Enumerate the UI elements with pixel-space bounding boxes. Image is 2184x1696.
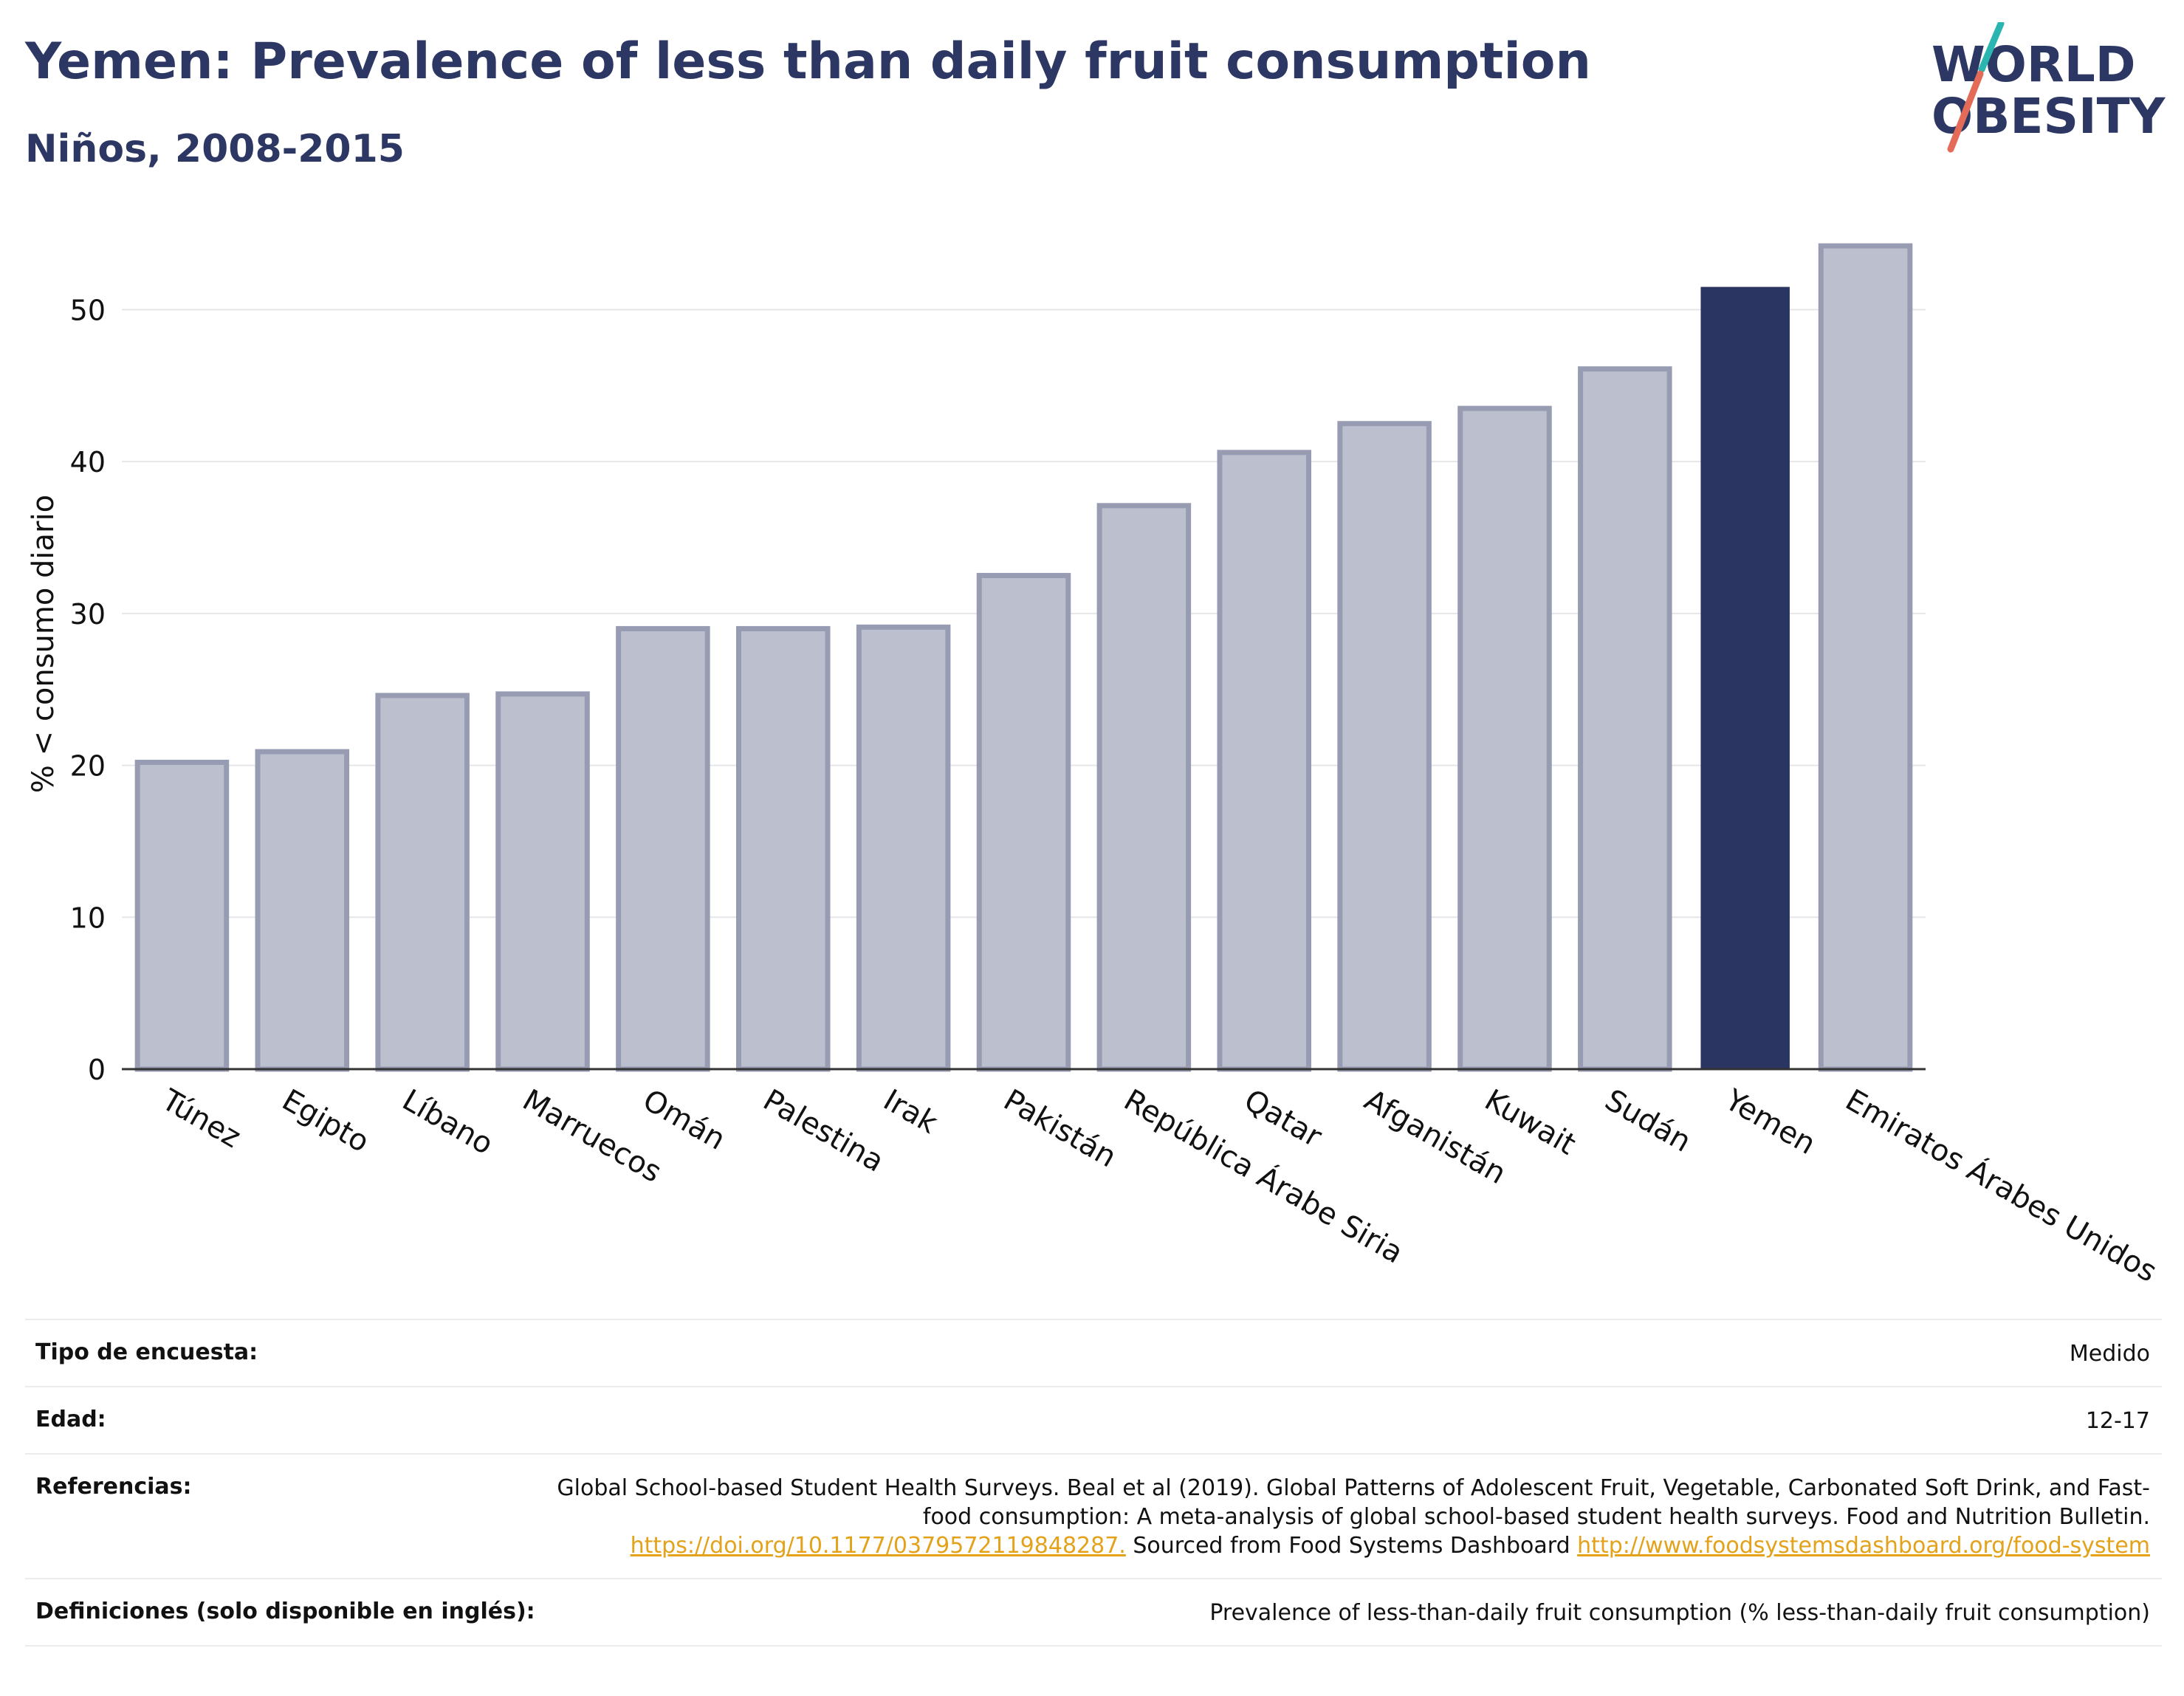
bar-república-árabe-siria	[1096, 503, 1192, 1072]
definitions-value: Prevalence of less-than-daily fruit cons…	[1209, 1600, 2150, 1626]
survey-type-label: Tipo de encuesta:	[35, 1339, 258, 1365]
x-tick-label: Egipto	[276, 1083, 374, 1160]
y-tick-label: 30	[70, 598, 106, 631]
x-tick-label: Yemen	[1719, 1082, 1821, 1161]
y-tick-label: 0	[88, 1054, 106, 1086]
bar-irak	[856, 624, 951, 1072]
bar-marruecos	[495, 691, 590, 1072]
chart-title: Yemen: Prevalence of less than daily fru…	[25, 32, 1591, 91]
logo-slash-coral	[1947, 70, 1984, 153]
y-tick-label: 50	[70, 294, 106, 326]
bar-emiratos-árabes-unidos	[1818, 243, 1913, 1072]
chart-subtitle: Niños, 2008-2015	[25, 127, 405, 171]
y-tick-label: 10	[70, 902, 106, 934]
bar-líbano	[375, 693, 470, 1072]
food-systems-link[interactable]: http://www.foodsystemsdashboard.org/food…	[1577, 1533, 2150, 1559]
x-tick-label: Túnez	[156, 1082, 247, 1155]
info-table: Tipo de encuesta: Medido Edad: 12-17 Ref…	[25, 1319, 2162, 1647]
logo-slash-teal	[1978, 22, 2005, 73]
x-tick-label: Omán	[637, 1083, 731, 1157]
bars	[134, 243, 1913, 1072]
info-row-definitions: Definiciones (solo disponible en inglés)…	[25, 1578, 2162, 1647]
y-tick-label: 20	[70, 750, 106, 783]
references-mid: Sourced from Food Systems Dashboard	[1125, 1533, 1578, 1559]
info-row-references: Referencias: Global School-based Student…	[25, 1453, 2162, 1578]
bar-afganistán	[1337, 421, 1432, 1072]
info-row-survey-type: Tipo de encuesta: Medido	[25, 1319, 2162, 1386]
bar-pakistán	[976, 572, 1071, 1072]
bar-egipto	[255, 749, 350, 1072]
references-value: Global School-based Student Health Surve…	[526, 1474, 2150, 1560]
y-tick-label: 40	[70, 446, 106, 478]
bar-omán	[616, 625, 710, 1072]
x-tick-label: Pakistán	[998, 1083, 1122, 1175]
age-label: Edad:	[35, 1407, 106, 1432]
bar-qatar	[1217, 450, 1311, 1072]
x-tick-label: Qatar	[1238, 1083, 1328, 1154]
x-tick-label: Irak	[878, 1083, 944, 1141]
x-tick-label: Sudán	[1599, 1083, 1697, 1159]
references-text: Global School-based Student Health Surve…	[557, 1475, 2150, 1530]
bar-kuwait	[1457, 405, 1552, 1072]
bar-sudán	[1578, 366, 1672, 1072]
y-axis-label: % < consumo diario	[27, 495, 61, 793]
bar-yemen	[1700, 286, 1790, 1069]
bar-palestina	[736, 625, 831, 1072]
x-tick-label: Líbano	[396, 1083, 498, 1161]
x-tick-label: Palestina	[758, 1083, 890, 1179]
x-tick-label: Emiratos Árabes Unidos	[1840, 1082, 2163, 1289]
x-tick-label: Kuwait	[1479, 1083, 1582, 1162]
logo-line-1: WORLD	[1931, 36, 2136, 93]
definitions-label: Definiciones (solo disponible en inglés)…	[35, 1599, 535, 1624]
survey-type-value: Medido	[2069, 1341, 2150, 1367]
age-value: 12-17	[2085, 1408, 2150, 1434]
references-label: Referencias:	[35, 1474, 192, 1500]
bar-túnez	[134, 759, 230, 1072]
info-row-age: Edad: 12-17	[25, 1386, 2162, 1453]
world-obesity-logo: WORLD OBESITY	[1931, 22, 2166, 153]
doi-link[interactable]: https://doi.org/10.1177/0379572119848287…	[630, 1533, 1126, 1559]
y-tick-labels: 0 10 20 30 40 50	[70, 294, 106, 1086]
